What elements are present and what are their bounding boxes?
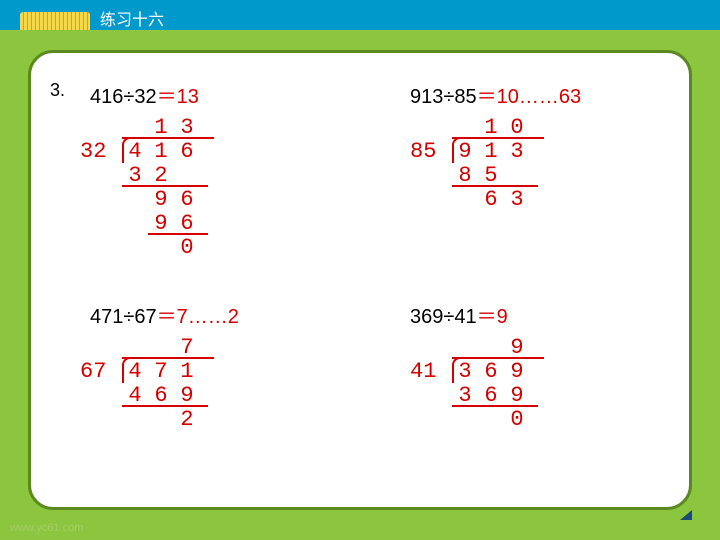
- ruler-icon: [20, 12, 90, 30]
- problem-expression: 913÷85＝10……63: [410, 80, 581, 109]
- problem-expression: 471÷67＝7……2: [90, 300, 239, 329]
- divisor: 32: [80, 139, 106, 164]
- header-bar: 练习十六: [0, 0, 720, 30]
- answer-text: ＝9: [477, 306, 508, 328]
- problem-expression: 369÷41＝9: [410, 300, 508, 329]
- page-title: 练习十六: [100, 6, 164, 30]
- dividend-digit: 1: [152, 139, 170, 164]
- problem-expression: 416÷32＝13: [90, 80, 199, 109]
- dividend-digit: 9: [508, 359, 526, 384]
- work-digit: 6: [482, 187, 500, 212]
- dividend-digit: 4: [126, 139, 144, 164]
- problem-number: 3.: [50, 80, 65, 101]
- work-digit: 2: [178, 407, 196, 432]
- divisor: 41: [410, 359, 436, 384]
- divisor: 85: [410, 139, 436, 164]
- work-digit: 0: [178, 235, 196, 260]
- expression-text: 913÷85: [410, 86, 477, 108]
- dividend-digit: 9: [456, 139, 474, 164]
- expression-text: 416÷32: [90, 86, 157, 108]
- work-digit: 0: [508, 407, 526, 432]
- expression-text: 369÷41: [410, 306, 477, 328]
- dividend-digit: 3: [456, 359, 474, 384]
- expression-text: 471÷67: [90, 306, 157, 328]
- work-digit: 9: [152, 187, 170, 212]
- answer-text: ＝7……2: [157, 306, 239, 328]
- dividend-digit: 7: [152, 359, 170, 384]
- outer-frame: 练习十六 www.yc61.com 3. 416÷32＝131332416329…: [0, 0, 720, 540]
- watermark: www.yc61.com: [10, 522, 83, 534]
- dividend-digit: 1: [482, 139, 500, 164]
- page-corner-icon: [680, 510, 692, 520]
- dividend-digit: 4: [126, 359, 144, 384]
- answer-text: ＝10……63: [477, 86, 582, 108]
- answer-text: ＝13: [157, 86, 199, 108]
- dividend-digit: 6: [482, 359, 500, 384]
- dividend-digit: 1: [178, 359, 196, 384]
- divisor: 67: [80, 359, 106, 384]
- content-area: 3. 416÷32＝1313324163296960913÷85＝10……631…: [50, 70, 680, 500]
- work-digit: 3: [508, 187, 526, 212]
- dividend-digit: 6: [178, 139, 196, 164]
- work-digit: 6: [178, 187, 196, 212]
- dividend-digit: 3: [508, 139, 526, 164]
